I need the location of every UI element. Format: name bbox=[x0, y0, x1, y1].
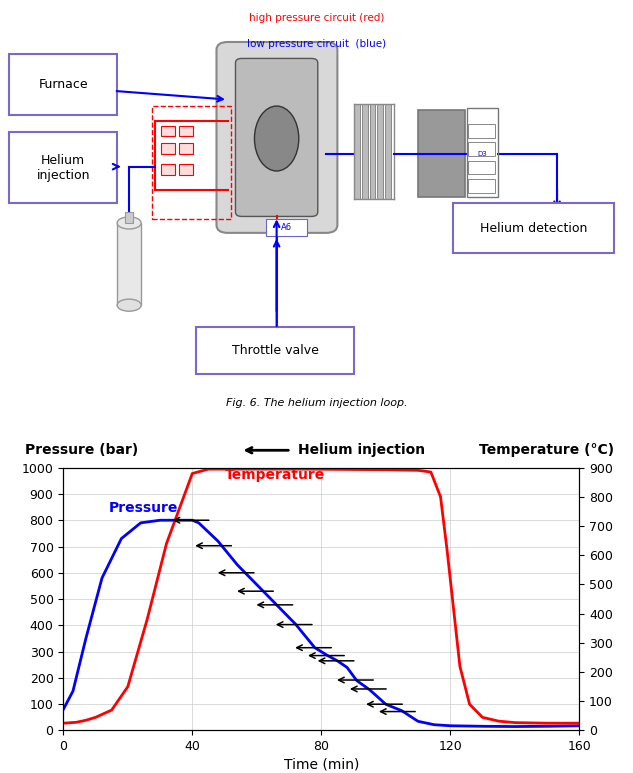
Text: A6: A6 bbox=[280, 223, 292, 232]
Bar bbox=[418, 111, 465, 197]
Bar bbox=[370, 104, 375, 199]
Bar bbox=[354, 104, 360, 199]
Bar bbox=[468, 124, 495, 138]
Text: low pressure circuit  (blue): low pressure circuit (blue) bbox=[247, 39, 386, 49]
FancyBboxPatch shape bbox=[196, 327, 354, 374]
Bar bbox=[161, 165, 175, 175]
Text: Helium detection: Helium detection bbox=[480, 222, 587, 235]
Ellipse shape bbox=[117, 217, 141, 229]
FancyBboxPatch shape bbox=[235, 59, 318, 216]
Ellipse shape bbox=[117, 299, 141, 312]
Text: D3: D3 bbox=[477, 151, 487, 157]
Ellipse shape bbox=[254, 106, 299, 171]
Text: high pressure circuit (red): high pressure circuit (red) bbox=[249, 13, 384, 23]
Bar bbox=[377, 104, 383, 199]
FancyBboxPatch shape bbox=[9, 132, 117, 203]
FancyBboxPatch shape bbox=[9, 54, 117, 114]
Bar bbox=[179, 125, 193, 136]
Text: Fig. 6. The helium injection loop.: Fig. 6. The helium injection loop. bbox=[226, 397, 407, 407]
Text: Helium injection: Helium injection bbox=[298, 443, 425, 458]
Bar bbox=[468, 179, 495, 192]
Bar bbox=[385, 104, 391, 199]
Bar bbox=[468, 142, 495, 156]
Text: Helium
injection: Helium injection bbox=[37, 154, 90, 182]
Bar bbox=[161, 125, 175, 136]
Text: Pressure: Pressure bbox=[108, 502, 178, 516]
Bar bbox=[125, 212, 133, 223]
Bar bbox=[362, 104, 368, 199]
Bar bbox=[161, 143, 175, 154]
Text: Temperature: Temperature bbox=[225, 468, 325, 482]
Text: Pressure (bar): Pressure (bar) bbox=[25, 443, 139, 458]
Bar bbox=[179, 143, 193, 154]
Bar bbox=[468, 161, 495, 175]
Bar bbox=[266, 219, 307, 236]
Bar bbox=[467, 108, 498, 197]
Text: Temperature (°C): Temperature (°C) bbox=[479, 443, 614, 458]
X-axis label: Time (min): Time (min) bbox=[284, 758, 359, 771]
Bar bbox=[117, 223, 141, 305]
Bar bbox=[179, 165, 193, 175]
FancyBboxPatch shape bbox=[216, 42, 337, 233]
Text: Throttle valve: Throttle valve bbox=[232, 344, 319, 357]
FancyBboxPatch shape bbox=[453, 203, 614, 254]
Text: Furnace: Furnace bbox=[39, 78, 88, 91]
